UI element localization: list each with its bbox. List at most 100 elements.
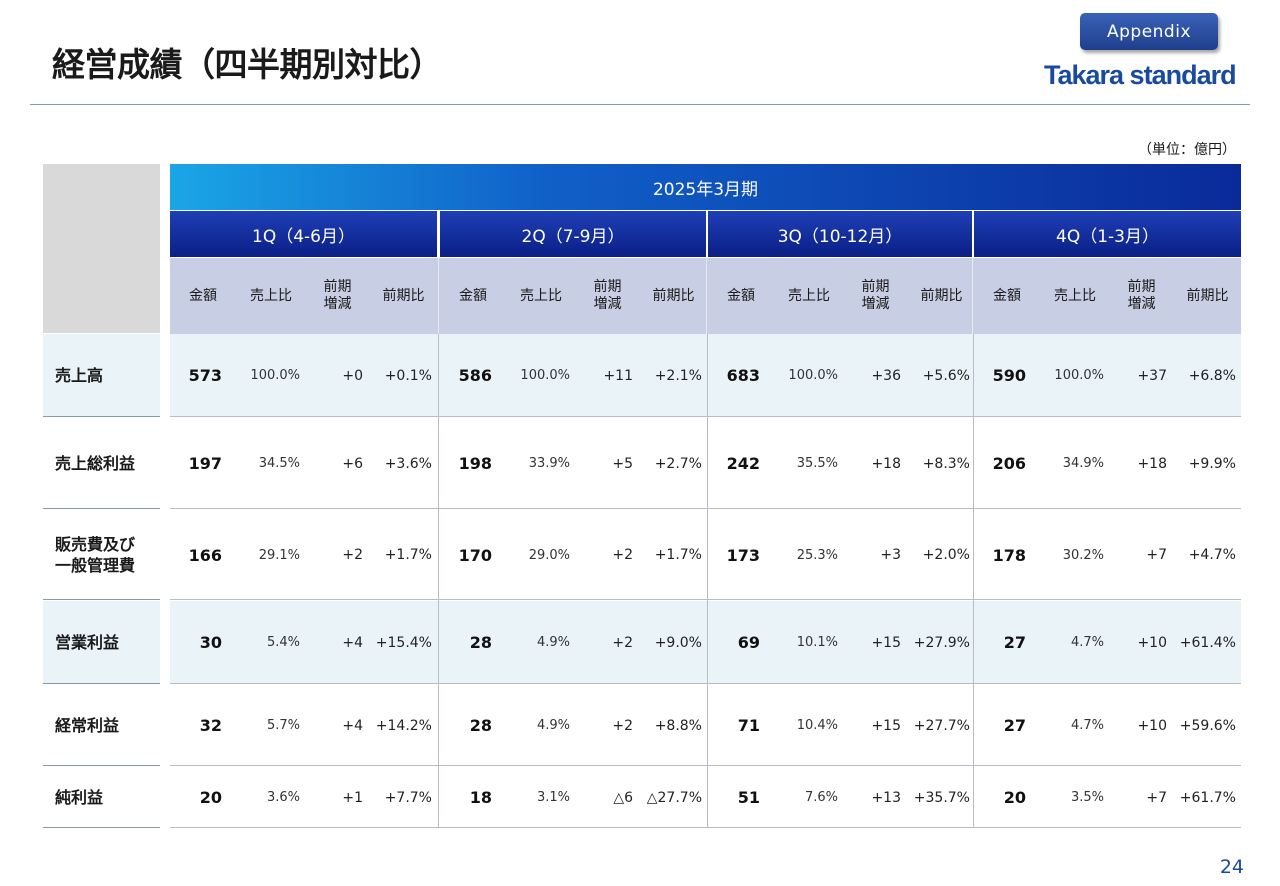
- row-label: 売上高: [43, 334, 160, 417]
- column-header: 前期比: [920, 287, 963, 304]
- column-header: 前期比: [652, 287, 695, 304]
- table-row: [170, 418, 1241, 509]
- cell-ratio: 29.0%: [528, 547, 570, 563]
- cell-ratio: 34.9%: [1062, 456, 1104, 471]
- cell-ratio: 33.9%: [528, 456, 570, 471]
- cell-ratio: 34.5%: [258, 456, 300, 471]
- cell-amt: 30: [199, 633, 222, 652]
- quarter-divider: [438, 334, 439, 828]
- table-row: [170, 767, 1241, 828]
- cell-pct: △27.7%: [646, 789, 702, 806]
- cell-amt: 166: [188, 545, 222, 565]
- cell-pct: +27.9%: [913, 634, 970, 651]
- cell-ratio: 5.7%: [266, 718, 300, 733]
- cell-diff: +18: [871, 455, 901, 472]
- fiscal-year-header: 2025年3月期: [170, 164, 1241, 210]
- cell-diff: +36: [871, 367, 901, 384]
- table-row: [170, 685, 1241, 766]
- cell-amt: 18: [469, 788, 492, 807]
- cell-amt: 178: [992, 545, 1026, 565]
- cell-amt: 242: [726, 454, 760, 473]
- label-divider: [43, 765, 160, 766]
- cell-pct: +8.3%: [922, 455, 970, 472]
- cell-amt: 197: [188, 454, 222, 473]
- cell-pct: +27.7%: [913, 717, 970, 734]
- cell-diff: +2: [612, 547, 633, 563]
- cell-pct: +4.7%: [1188, 547, 1236, 563]
- column-header: 売上比: [788, 287, 830, 304]
- cell-pct: +1.7%: [654, 547, 702, 563]
- cell-diff: +6: [342, 455, 363, 472]
- cell-diff: +5: [612, 455, 633, 472]
- column-header: 金額: [189, 287, 217, 304]
- cell-amt: 683: [726, 366, 760, 385]
- cell-pct: +2.0%: [922, 547, 970, 563]
- cell-diff: +10: [1137, 634, 1167, 651]
- label-divider: [43, 416, 160, 417]
- cell-ratio: 100.0%: [520, 368, 570, 383]
- cell-pct: +14.2%: [375, 717, 432, 734]
- row-label: 売上総利益: [43, 418, 160, 509]
- cell-pct: +61.7%: [1179, 789, 1236, 806]
- label-divider: [43, 508, 160, 509]
- column-header: 前期比: [1186, 287, 1229, 304]
- cell-amt: 586: [458, 366, 492, 385]
- cell-diff: +37: [1137, 367, 1167, 384]
- cell-ratio: 25.3%: [796, 547, 838, 563]
- cell-pct: +1.7%: [384, 547, 432, 563]
- cell-ratio: 10.4%: [796, 718, 838, 733]
- table-corner: [43, 164, 160, 333]
- cell-pct: +7.7%: [384, 789, 432, 806]
- page-title: 経営成績（四半期別対比）: [52, 45, 443, 84]
- column-header: 金額: [727, 287, 755, 304]
- cell-ratio: 5.4%: [266, 635, 300, 650]
- cell-diff: +13: [871, 789, 901, 806]
- column-header-band: [170, 258, 1241, 334]
- cell-pct: +3.6%: [384, 455, 432, 472]
- column-header: 金額: [993, 287, 1021, 304]
- quarter-divider: [973, 334, 974, 828]
- row-label: 純利益: [43, 767, 160, 828]
- cell-ratio: 100.0%: [1054, 368, 1104, 383]
- cell-diff: +2: [612, 717, 633, 734]
- quarter-divider: [438, 258, 439, 334]
- header-divider: [30, 104, 1250, 105]
- column-header: 売上比: [520, 287, 562, 304]
- column-header: 前期 増減: [323, 279, 352, 312]
- cell-ratio: 100.0%: [788, 368, 838, 383]
- cell-diff: +11: [603, 367, 633, 384]
- cell-amt: 27: [1003, 633, 1026, 652]
- cell-ratio: 4.7%: [1070, 718, 1104, 733]
- appendix-badge: Appendix: [1080, 13, 1218, 50]
- row-label: 販売費及び 一般管理費: [43, 510, 160, 600]
- cell-ratio: 10.1%: [796, 635, 838, 650]
- column-header: 売上比: [1054, 287, 1096, 304]
- cell-diff: +7: [1146, 547, 1167, 563]
- cell-ratio: 100.0%: [250, 368, 300, 383]
- cell-ratio: 4.7%: [1070, 635, 1104, 650]
- cell-amt: 590: [992, 366, 1026, 385]
- cell-ratio: 29.1%: [258, 547, 300, 563]
- row-label: 経常利益: [43, 685, 160, 766]
- cell-ratio: 7.6%: [804, 790, 838, 805]
- cell-pct: +59.6%: [1179, 717, 1236, 734]
- cell-pct: +61.4%: [1179, 634, 1236, 651]
- column-header: 前期 増減: [861, 279, 890, 312]
- column-header: 金額: [459, 287, 487, 304]
- cell-amt: 206: [992, 454, 1026, 473]
- cell-pct: +2.7%: [654, 455, 702, 472]
- row-divider: [170, 508, 1241, 509]
- cell-diff: △6: [613, 789, 633, 806]
- cell-pct: +5.6%: [922, 367, 970, 384]
- quarter-divider: [706, 258, 707, 334]
- row-divider: [170, 683, 1241, 684]
- cell-amt: 71: [737, 716, 760, 735]
- cell-amt: 573: [188, 366, 222, 385]
- column-header: 前期 増減: [593, 279, 622, 312]
- cell-diff: +1: [342, 789, 363, 806]
- cell-ratio: 4.9%: [536, 718, 570, 733]
- cell-diff: +7: [1146, 789, 1167, 806]
- cell-pct: +6.8%: [1188, 367, 1236, 384]
- cell-pct: +35.7%: [913, 789, 970, 806]
- cell-amt: 51: [737, 788, 760, 807]
